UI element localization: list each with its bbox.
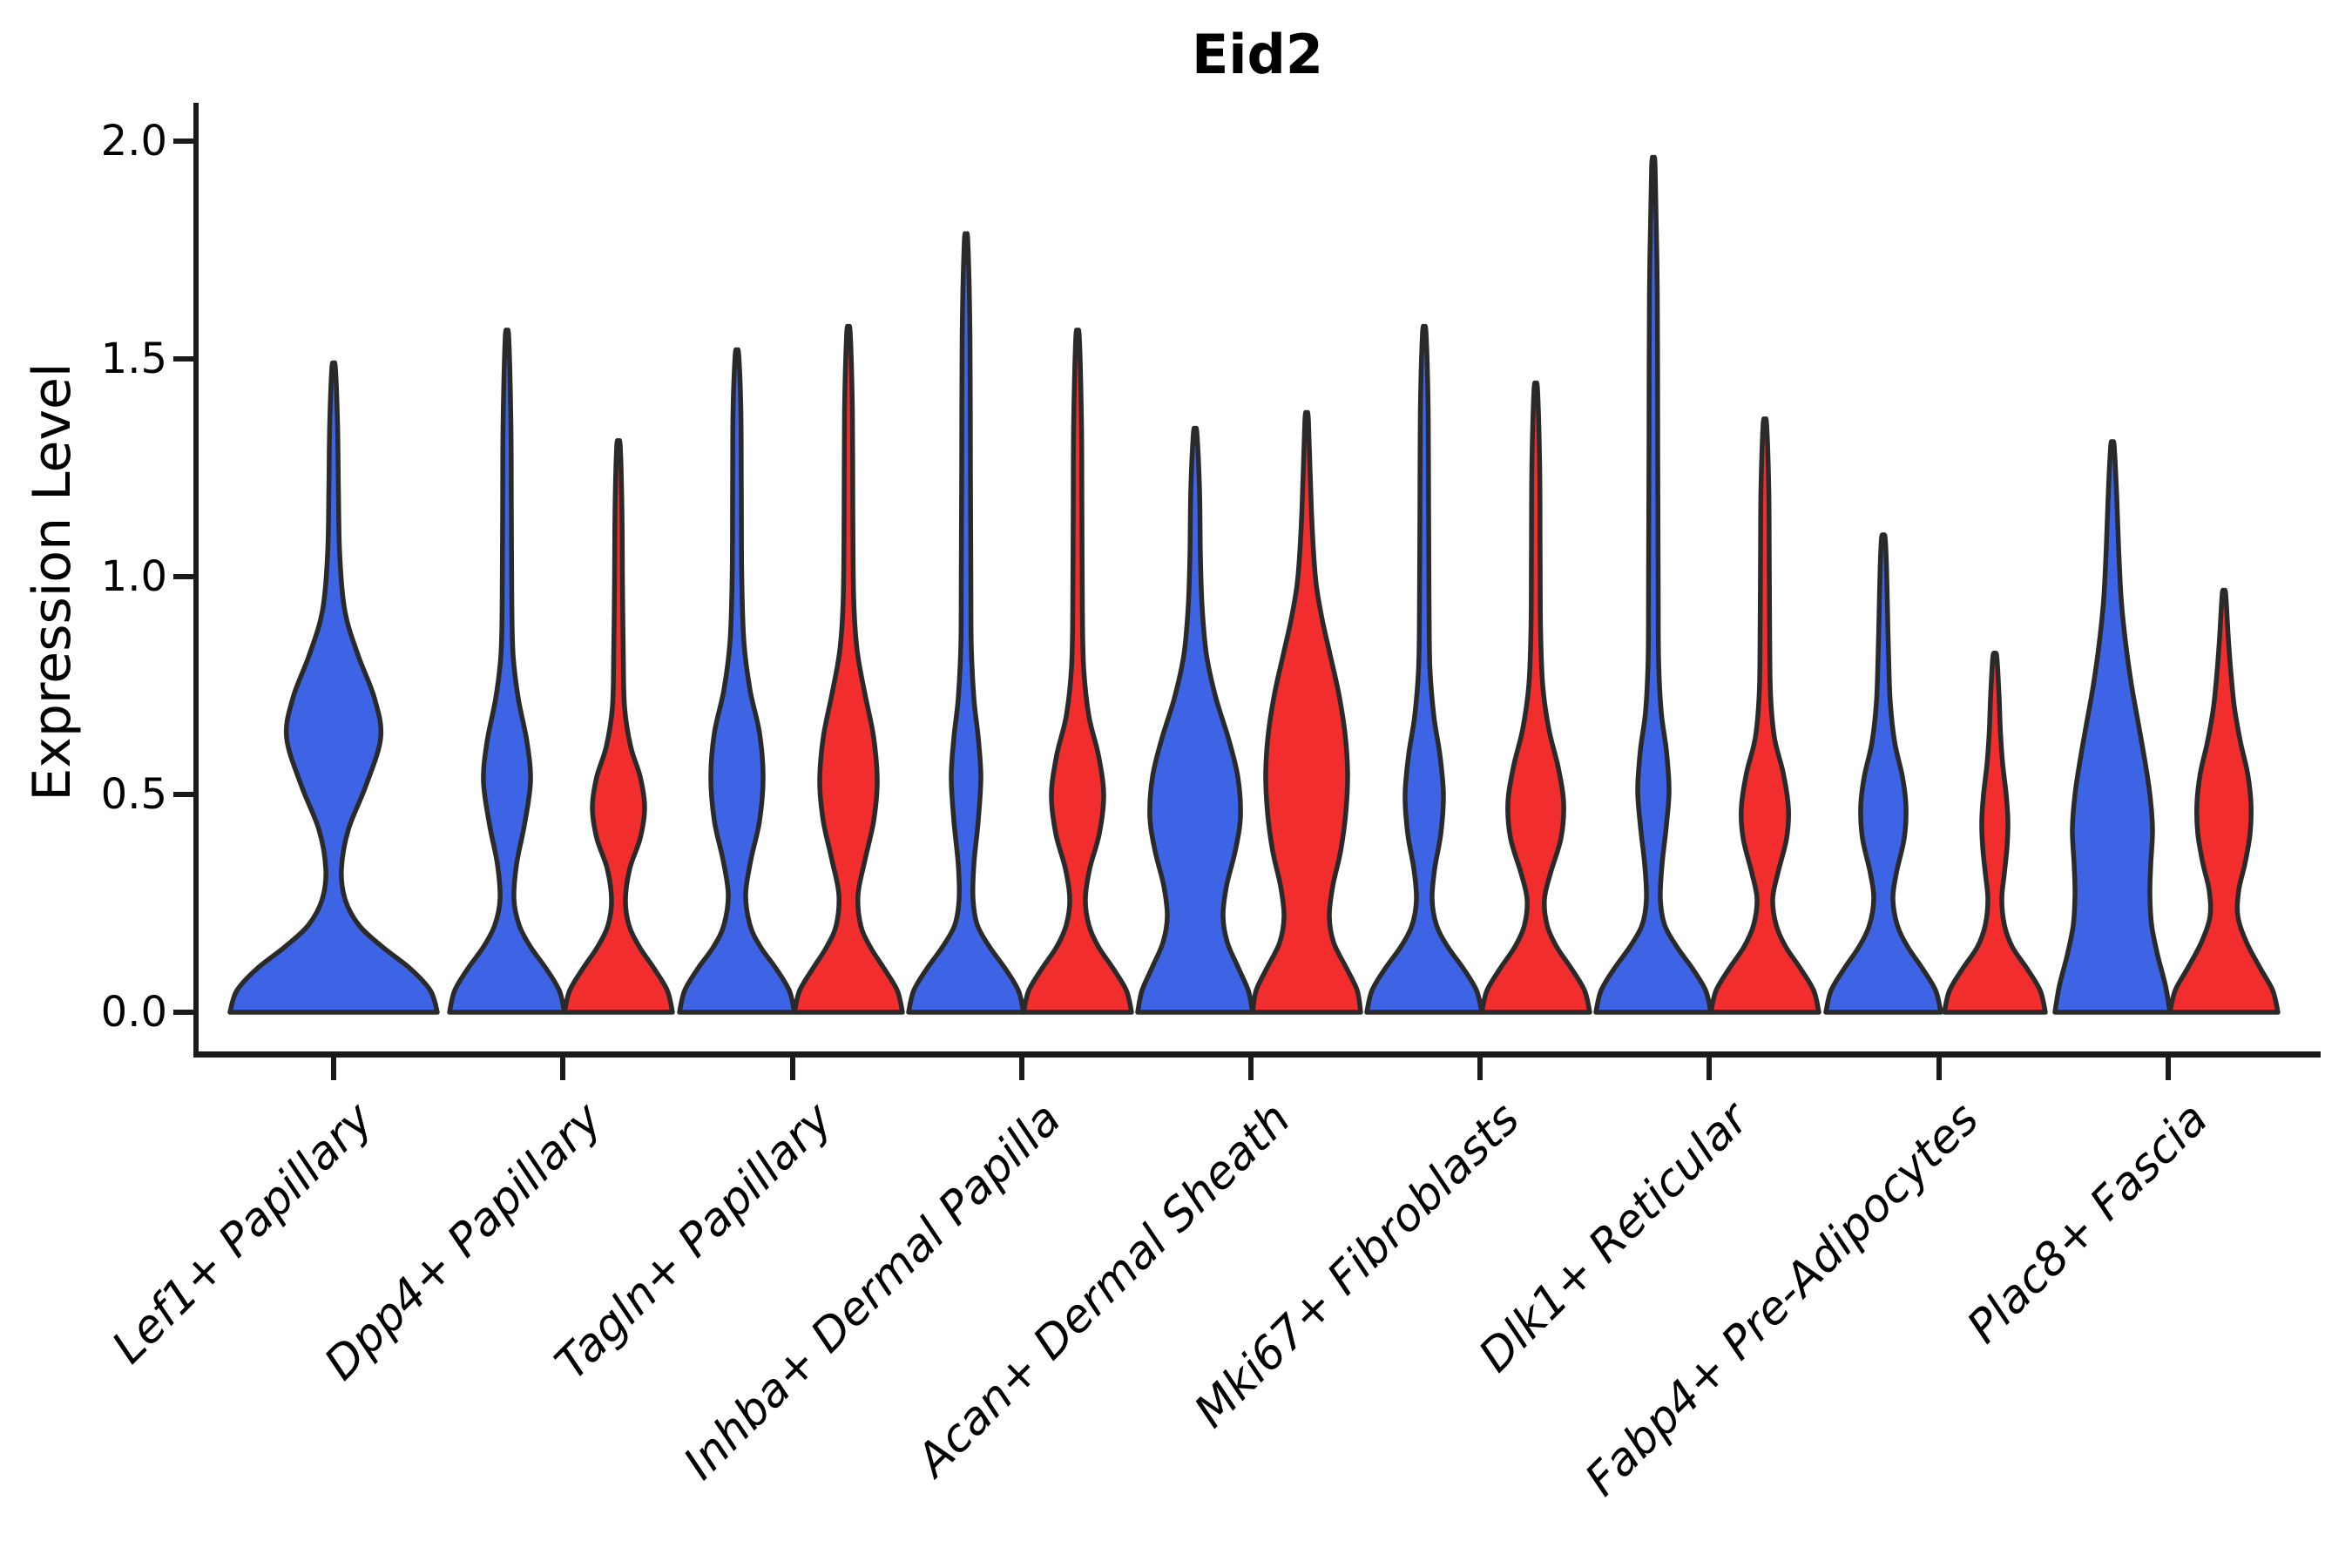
y-tick-mark [173, 792, 196, 797]
y-tick-label: 0.0 [100, 988, 167, 1037]
x-tick-mark [1477, 1058, 1483, 1080]
violin-red-category-2 [792, 323, 905, 1015]
y-tick-mark [173, 139, 196, 144]
violin-blue-category-2 [677, 347, 797, 1015]
y-tick-label: 2.0 [100, 117, 167, 166]
x-tick-mark [1019, 1058, 1024, 1080]
y-tick-mark [173, 574, 196, 579]
x-tick-mark [790, 1058, 795, 1080]
y-tick-label: 1.0 [100, 552, 167, 601]
violin-red-category-4 [1250, 409, 1363, 1015]
violin-red-category-3 [1021, 328, 1134, 1015]
y-tick-label: 1.5 [100, 335, 167, 383]
violin-blue-category-3 [906, 231, 1026, 1015]
x-tick-mark [1707, 1058, 1712, 1080]
violin-red-category-7 [1942, 650, 2048, 1015]
violin-blue-category-1 [447, 328, 567, 1015]
violin-red-category-6 [1708, 416, 1821, 1015]
x-axis-spine [193, 1051, 2321, 1058]
x-tick-mark [1248, 1058, 1254, 1080]
violin-blue-category-8 [2052, 439, 2173, 1015]
y-tick-mark [173, 356, 196, 362]
y-axis-spine [193, 103, 199, 1058]
plot-title: Eid2 [1191, 23, 1324, 86]
violin-red-category-5 [1479, 380, 1592, 1015]
violin-blue-category-5 [1364, 323, 1484, 1015]
violin-blue-category-0 [227, 360, 440, 1015]
x-tick-mark [560, 1058, 565, 1080]
x-tick-mark [1936, 1058, 1942, 1080]
violin-blue-category-7 [1823, 532, 1943, 1015]
violin-red-category-8 [2167, 587, 2281, 1015]
violin-blue-category-6 [1593, 154, 1713, 1015]
violin-red-category-1 [562, 437, 675, 1015]
x-tick-mark [2166, 1058, 2171, 1080]
y-tick-mark [173, 1010, 196, 1015]
x-tick-mark [331, 1058, 336, 1080]
violin-blue-category-4 [1135, 425, 1255, 1015]
y-tick-label: 0.5 [100, 770, 167, 819]
